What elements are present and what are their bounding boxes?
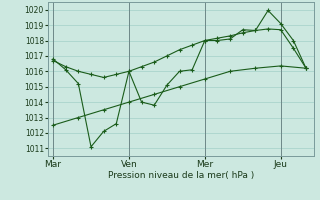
X-axis label: Pression niveau de la mer( hPa ): Pression niveau de la mer( hPa ) (108, 171, 254, 180)
